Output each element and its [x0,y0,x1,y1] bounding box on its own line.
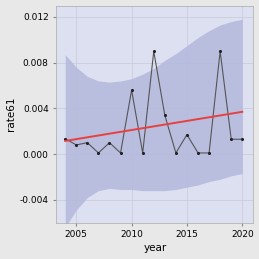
Point [163,113,167,117]
Point [229,137,233,141]
Point [107,141,112,145]
Point [63,136,67,141]
Point [185,133,189,137]
Point [207,151,211,155]
Point [130,88,134,92]
Point [174,151,178,155]
Point [152,49,156,53]
Y-axis label: rate61: rate61 [5,97,16,131]
Point [141,151,145,155]
Point [74,143,78,147]
Point [85,141,89,145]
Point [196,151,200,155]
Point [118,151,123,155]
X-axis label: year: year [143,243,167,254]
Point [218,49,222,53]
Point [240,137,244,141]
Point [96,151,100,155]
